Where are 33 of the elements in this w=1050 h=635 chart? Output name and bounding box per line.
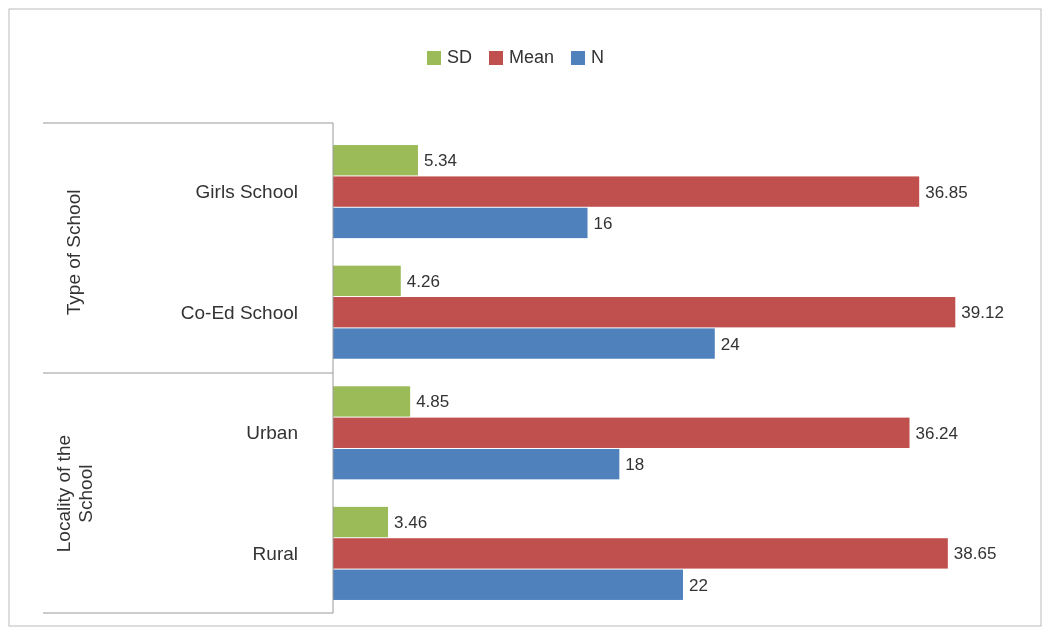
- data-label: 39.12: [961, 303, 1004, 323]
- y-tick-label: Rural: [252, 542, 298, 564]
- data-label: 4.85: [416, 392, 450, 412]
- data-label: 4.26: [406, 271, 440, 291]
- bar: [333, 297, 956, 328]
- y-tick-label: Co-Ed School: [180, 301, 298, 323]
- legend-label: SD: [447, 47, 473, 67]
- data-label: 38.65: [953, 544, 997, 564]
- bar: [333, 265, 401, 297]
- data-label: 5.34: [423, 151, 458, 171]
- y-tick-label: Urban: [246, 422, 298, 444]
- data-label: 36.24: [915, 423, 959, 443]
- data-label: 3.46: [394, 513, 428, 533]
- bar: [333, 448, 620, 480]
- data-label: 22: [688, 575, 708, 595]
- bar: [333, 328, 715, 359]
- bar: [333, 569, 683, 600]
- bar: [333, 145, 418, 176]
- text: Type of School: [63, 189, 84, 316]
- bar: [333, 417, 910, 448]
- legend-label: Mean: [509, 47, 555, 67]
- data-label: 18: [625, 455, 645, 475]
- y-tick-label: Girls School: [195, 181, 298, 203]
- bar: [333, 176, 920, 207]
- legend-label: N: [591, 47, 604, 67]
- data-label: 24: [720, 334, 740, 354]
- bar: [333, 538, 948, 569]
- bar: [333, 207, 588, 239]
- bar: [333, 506, 389, 538]
- data-label: 36.85: [925, 182, 968, 202]
- bar: [333, 386, 411, 417]
- data-label: 16: [593, 213, 613, 233]
- text: Locality of the School: [53, 434, 96, 553]
